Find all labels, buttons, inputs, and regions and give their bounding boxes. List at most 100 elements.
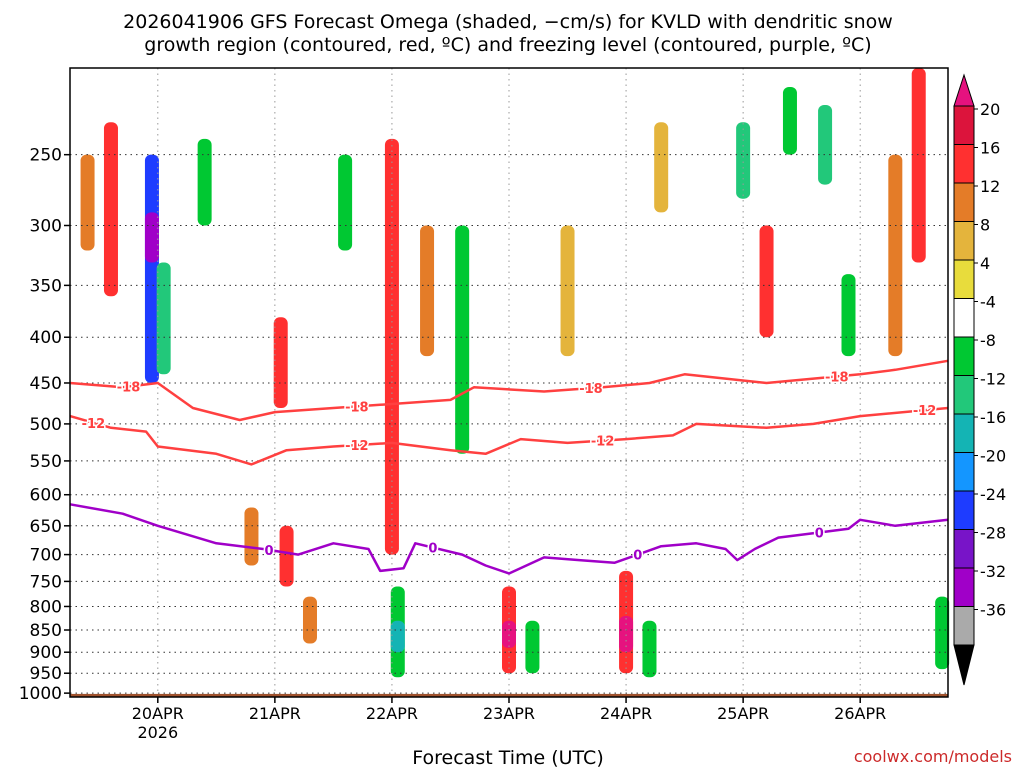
contour-label--18: -18 [345, 400, 369, 415]
omega-cell [80, 154, 95, 251]
omega-cell [619, 616, 634, 653]
source-watermark: coolwx.com/models [854, 747, 1012, 766]
omega-cell [525, 620, 540, 674]
omega-cell [144, 154, 159, 383]
ground-surface [70, 693, 948, 697]
omega-cell [302, 596, 317, 644]
pressure-tick-label: 700 [30, 546, 62, 566]
time-tick-label: 22APR [366, 704, 418, 723]
colorbar-swatch [953, 413, 975, 453]
omega-cell [197, 138, 212, 226]
pressure-tick-label: 550 [30, 452, 62, 472]
omega-cell [560, 225, 575, 357]
contour-label--18: -18 [579, 382, 603, 397]
contour-label-0: 0 [815, 526, 824, 541]
omega-cell [273, 317, 288, 409]
colorbar-swatch [953, 259, 975, 299]
omega-cell [642, 620, 657, 678]
contour-label-0: 0 [633, 549, 642, 564]
omega-cell [759, 225, 774, 338]
colorbar-legend: 20 16 12 8 4 -4 -8 -12 -16 -20 -24 -28 -32 -36 [953, 73, 1006, 686]
omega-cell [818, 105, 833, 185]
contour-label--18: -18 [825, 370, 849, 385]
omega-cell [156, 262, 171, 375]
colorbar-swatch [953, 298, 975, 338]
contour-label-0: 0 [428, 542, 437, 557]
contour-label--18: -18 [117, 381, 141, 396]
colorbar-tick-label: 16 [980, 139, 1000, 158]
contour-label--12: -12 [82, 417, 106, 432]
colorbar-top-arrow [953, 73, 975, 107]
colorbar-bottom-arrow [953, 644, 975, 686]
pressure-tick-label: 250 [30, 146, 62, 166]
pressure-tick-label: 400 [30, 328, 62, 348]
omega-cell [782, 86, 797, 155]
time-tick-label: 21APR [249, 704, 301, 723]
time-tick-label: 23APR [483, 704, 535, 723]
colorbar-tick-label: -8 [980, 331, 996, 350]
colorbar-swatch [953, 452, 975, 492]
omega-cell [420, 225, 435, 357]
pressure-tick-label: 500 [30, 415, 62, 435]
omega-cell [911, 68, 926, 263]
colorbar-tick-label: -28 [980, 524, 1006, 543]
pressure-tick-label: 950 [30, 664, 62, 684]
pressure-tick-label: 300 [30, 216, 62, 236]
colorbar-tick-label: 12 [980, 177, 1000, 196]
omega-cell [736, 122, 751, 199]
omega-cell [103, 122, 118, 297]
colorbar-tick-label: -24 [980, 485, 1006, 504]
pressure-tick-label: 750 [30, 572, 62, 592]
time-tick-label: 24APR [600, 704, 652, 723]
pressure-tick-label: 600 [30, 486, 62, 506]
omega-cell [244, 507, 259, 566]
colorbar-swatch [953, 105, 975, 145]
omega-cell [338, 154, 353, 251]
pressure-tick-label: 350 [30, 276, 62, 296]
pressure-tick-label: 1000 [19, 684, 62, 704]
time-tick-label: 26APR [834, 704, 886, 723]
colorbar-tick-label: -32 [980, 562, 1006, 581]
time-tick-label: 20APR [132, 704, 184, 723]
pressure-tick-label: 450 [30, 374, 62, 394]
colorbar-swatch [953, 567, 975, 607]
colorbar-tick-label: 4 [980, 254, 990, 273]
x-axis-label: Forecast Time (UTC) [412, 747, 603, 768]
pressure-axis: 2503003504004505005506006507007508008509… [19, 146, 70, 704]
colorbar-swatch [953, 606, 975, 646]
omega-cell [502, 620, 516, 648]
omega-cell [654, 122, 669, 213]
colorbar-tick-label: -4 [980, 293, 996, 312]
contour-label-0: 0 [264, 544, 273, 559]
pressure-tick-label: 800 [30, 597, 62, 617]
colorbar-tick-label: 20 [980, 100, 1000, 119]
chart-title-line-1: 2026041906 GFS Forecast Omega (shaded, −… [123, 11, 893, 33]
contour-layer: -18 -18 -18 -18 -12 -12 -12 -12 0 0 0 0 [69, 359, 949, 575]
pressure-tick-label: 650 [30, 517, 62, 537]
pressure-tick-label: 850 [30, 621, 62, 641]
omega-cell [455, 225, 470, 454]
pressure-tick-label: 900 [30, 643, 62, 663]
omega-cell [144, 212, 159, 263]
time-tick-sublabel: 2026 [137, 723, 178, 742]
colorbar-tick-label: -36 [980, 601, 1006, 620]
contour-label--12: -12 [913, 404, 937, 419]
omega-field-layer [80, 68, 950, 678]
chart-title-line-2: growth region (contoured, red, ºC) and f… [144, 34, 871, 56]
omega-cell [841, 274, 856, 357]
colorbar-swatch [953, 529, 975, 569]
colorbar-swatch [953, 221, 975, 261]
colorbar-tick-label: -16 [980, 408, 1006, 427]
contour-label--12: -12 [591, 435, 615, 450]
omega-cell [935, 596, 950, 670]
colorbar-swatch [953, 182, 975, 222]
colorbar-tick-label: 8 [980, 216, 990, 235]
omega-cell [888, 154, 903, 357]
colorbar-swatch [953, 490, 975, 530]
contour-line-0 [69, 503, 949, 575]
colorbar-tick-label: -12 [980, 370, 1006, 389]
omega-cell [279, 525, 294, 587]
contour-line--18 [69, 359, 949, 422]
